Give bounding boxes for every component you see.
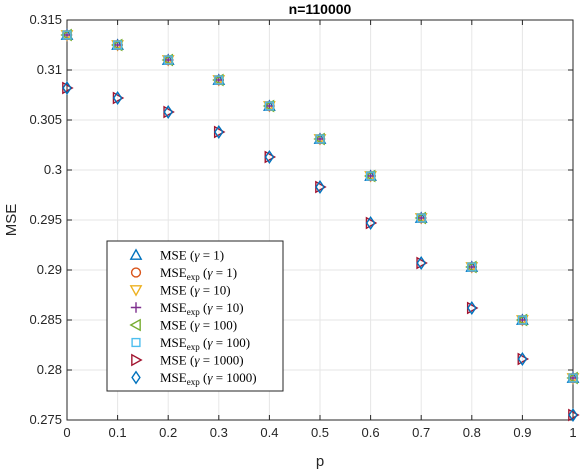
x-tick-label: 0.7	[412, 425, 430, 440]
data-point	[214, 75, 224, 85]
legend-entry: MSE (γ = 10)	[160, 283, 231, 298]
legend-marker	[129, 285, 143, 297]
y-tick-label: 0.305	[29, 112, 62, 127]
data-point	[112, 91, 123, 105]
data-point	[416, 256, 426, 270]
data-point	[264, 150, 275, 164]
x-axis: 0 0.1 0.2 0.3 0.4 0.5 0.6 0.7 0.8 0.9 1	[63, 20, 577, 440]
y-tick-label: 0.275	[29, 412, 62, 427]
x-axis-label: p	[316, 453, 324, 470]
legend-entry: MSEexp (γ = 10)	[160, 300, 244, 317]
y-axis-label: MSE	[3, 204, 20, 237]
data-point	[163, 105, 173, 119]
data-point	[416, 213, 426, 223]
data-point	[467, 301, 477, 315]
x-tick-label: 0.1	[109, 425, 127, 440]
x-tick-label: 0.4	[260, 425, 278, 440]
data-point	[214, 125, 224, 139]
legend: MSE (γ = 1) MSEexp (γ = 1)MSE (γ = 10) MSE…	[106, 240, 284, 392]
legend-entry: MSEexp (γ = 100)	[160, 335, 250, 352]
x-tick-label: 0.5	[311, 425, 329, 440]
chart-title: n=110000	[289, 1, 352, 17]
series-5	[62, 30, 578, 383]
legend-entry: MSEexp (γ = 1)	[160, 265, 237, 282]
x-tick-label: 0.3	[210, 425, 228, 440]
data-point	[112, 40, 123, 50]
legend-marker	[131, 353, 143, 367]
x-tick-label: 1	[569, 425, 576, 440]
x-tick-label: 0.2	[159, 425, 177, 440]
data-point	[62, 81, 72, 95]
data-point	[467, 262, 477, 272]
data-point	[62, 30, 72, 40]
y-tick-label: 0.29	[37, 262, 62, 277]
legend-entry: MSE (γ = 100)	[160, 318, 237, 333]
y-tick-label: 0.3	[44, 162, 62, 177]
x-tick-label: 0.8	[463, 425, 481, 440]
legend-marker	[130, 302, 142, 313]
legend-marker	[129, 318, 141, 332]
legend-marker	[131, 337, 141, 348]
legend-marker	[130, 267, 142, 278]
data-point	[365, 216, 376, 230]
y-tick-label: 0.31	[37, 62, 62, 77]
y-axis: 0.275 0.28 0.285 0.29 0.295 0.3 0.305 0.31 0.315	[29, 12, 573, 427]
y-tick-label: 0.315	[29, 12, 62, 27]
data-point	[568, 373, 578, 383]
data-point	[366, 171, 376, 181]
legend-box	[106, 240, 284, 392]
legend-marker	[131, 370, 141, 385]
data-point	[163, 55, 173, 65]
data-point	[315, 134, 325, 144]
data-markers	[60, 28, 580, 422]
data-point	[264, 101, 275, 111]
data-point	[315, 180, 325, 194]
legend-entry: MSE (γ = 1000)	[160, 353, 244, 368]
y-tick-label: 0.285	[29, 312, 62, 327]
data-point	[517, 315, 528, 325]
legend-marker	[129, 248, 143, 260]
legend-entry: MSE (γ = 1)	[160, 248, 224, 263]
data-point	[568, 408, 578, 422]
x-tick-label: 0.9	[513, 425, 531, 440]
x-tick-label: 0.6	[362, 425, 380, 440]
series-7	[62, 81, 578, 422]
y-tick-label: 0.28	[37, 362, 62, 377]
y-tick-label: 0.295	[29, 212, 62, 227]
data-point	[517, 352, 528, 366]
legend-entry: MSEexp (γ = 1000)	[160, 370, 257, 387]
x-tick-label: 0	[63, 425, 70, 440]
